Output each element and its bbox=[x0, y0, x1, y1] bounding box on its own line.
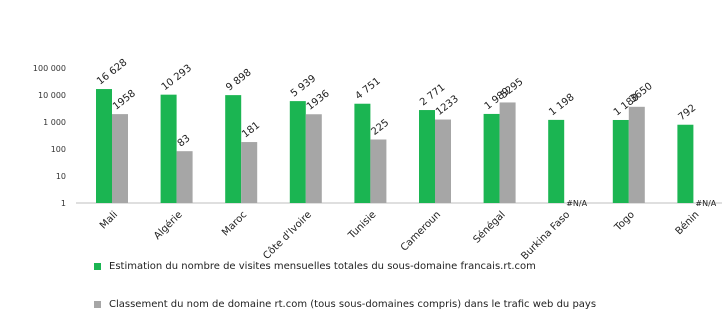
bar-ranking bbox=[112, 114, 128, 203]
data-label: 181 bbox=[240, 120, 262, 140]
legend-swatch-ranking bbox=[94, 301, 101, 308]
x-tick-label: Bénin bbox=[673, 209, 702, 238]
data-label: 1936 bbox=[305, 88, 332, 112]
bar-ranking bbox=[241, 142, 257, 203]
bar-visits bbox=[96, 89, 112, 203]
bar-visits bbox=[225, 95, 241, 203]
bar-ranking bbox=[435, 120, 451, 203]
x-tick-label: Maroc bbox=[220, 209, 249, 238]
x-tick-label: Côte d'Ivoire bbox=[261, 209, 314, 260]
bar-visits bbox=[484, 114, 500, 203]
data-label-na: #N/A bbox=[695, 199, 716, 208]
data-label: 5295 bbox=[499, 76, 526, 100]
y-tick-label: 1 bbox=[61, 199, 66, 208]
bar-visits bbox=[613, 120, 629, 203]
data-label: 9 898 bbox=[224, 67, 253, 93]
bar-ranking bbox=[177, 151, 193, 203]
data-label: 16 628 bbox=[95, 57, 129, 87]
data-label: 4 751 bbox=[353, 76, 382, 102]
legend-label-ranking: Classement du nom de domaine rt.com (tou… bbox=[109, 299, 596, 310]
bar-ranking bbox=[306, 114, 322, 203]
x-tick-label: Algérie bbox=[151, 209, 184, 242]
y-tick-label: 10 bbox=[56, 172, 66, 181]
y-tick-label: 100 000 bbox=[33, 64, 66, 73]
y-tick-label: 10 000 bbox=[38, 91, 66, 100]
data-label: 225 bbox=[369, 117, 391, 137]
data-label: 1 198 bbox=[547, 92, 576, 118]
data-label: 792 bbox=[676, 103, 698, 123]
x-tick-label: Tunisie bbox=[346, 209, 379, 242]
bar-ranking bbox=[370, 139, 386, 203]
data-label: 1958 bbox=[111, 88, 138, 112]
x-tick-label: Cameroun bbox=[399, 209, 443, 253]
x-tick-label: Burkina Faso bbox=[519, 209, 572, 260]
data-label: 83 bbox=[176, 133, 193, 150]
data-label: 3650 bbox=[628, 81, 655, 105]
x-tick-label: Sénégal bbox=[471, 209, 508, 246]
legend-item-ranking: Classement du nom de domaine rt.com (tou… bbox=[94, 299, 596, 310]
legend-label-visits: Estimation du nombre de visites mensuell… bbox=[109, 261, 536, 272]
y-tick-label: 100 bbox=[51, 145, 66, 154]
legend-swatch-visits bbox=[94, 263, 101, 270]
x-tick-label: Togo bbox=[612, 209, 637, 234]
bar-visits bbox=[419, 110, 435, 203]
bar-ranking bbox=[500, 102, 516, 203]
bar-visits bbox=[548, 120, 564, 203]
x-tick-label: Mali bbox=[98, 209, 120, 231]
legend-item-visits: Estimation du nombre de visites mensuell… bbox=[94, 261, 536, 272]
bar-visits bbox=[161, 95, 177, 203]
bar-ranking bbox=[629, 107, 645, 203]
y-tick-label: 1 000 bbox=[43, 118, 66, 127]
bar-visits bbox=[677, 125, 693, 203]
data-label: 10 293 bbox=[160, 63, 194, 93]
bar-visits bbox=[290, 101, 306, 203]
bar-visits bbox=[354, 104, 370, 203]
data-label-na: #N/A bbox=[566, 199, 587, 208]
data-label: 5 939 bbox=[289, 73, 318, 99]
